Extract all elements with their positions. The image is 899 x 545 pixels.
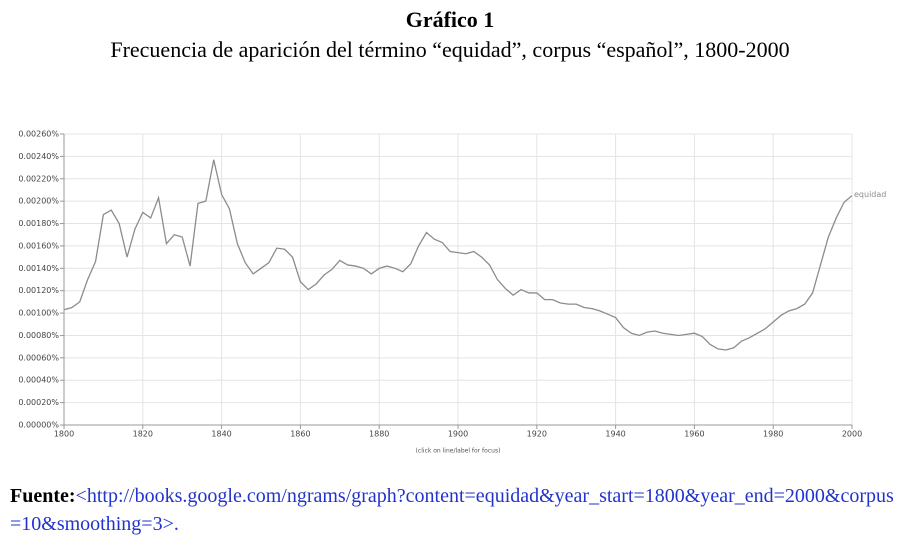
- x-tick-label: 1900: [448, 430, 468, 439]
- x-tick-label: 1920: [527, 430, 547, 439]
- series-line: [63, 159, 853, 351]
- series-label: equidad: [854, 190, 886, 199]
- y-tick-label: 0.00120%: [18, 286, 59, 295]
- y-tick-label: 0.00200%: [18, 197, 59, 206]
- y-tick-label: 0.00000%: [18, 421, 59, 430]
- y-tick-label: 0.00060%: [18, 353, 59, 362]
- y-tick-label: 0.00160%: [18, 241, 59, 250]
- y-tick-label: 0.00260%: [18, 130, 59, 139]
- y-tick-label: 0.00140%: [18, 264, 59, 273]
- y-tick-label: 0.00020%: [18, 398, 59, 407]
- note: (click on line/label for focus): [416, 448, 501, 455]
- x-tick-label: 1940: [605, 430, 625, 439]
- y-tick-label: 0.00180%: [18, 219, 59, 228]
- y-tick-label: 0.00040%: [18, 376, 59, 385]
- x-tick-label: 1820: [133, 430, 153, 439]
- y-tick-label: 0.00080%: [18, 331, 59, 340]
- chart: Gráfico 1 Frecuencia de aparición del té…: [18, 7, 886, 455]
- x-tick-label: 1860: [290, 430, 310, 439]
- x-tick-label: 1880: [369, 430, 389, 439]
- chart-title: Gráfico 1: [406, 7, 495, 32]
- x-tick-label: 2000: [842, 430, 862, 439]
- x-tick-label: 1800: [54, 430, 74, 439]
- y-tick-label: 0.00240%: [18, 152, 59, 161]
- x-tick-label: 1980: [763, 430, 783, 439]
- x-tick-label: 1840: [211, 430, 231, 439]
- chart-subtitle: Frecuencia de aparición del término “equ…: [110, 37, 789, 62]
- y-tick-label: 0.00100%: [18, 309, 59, 318]
- x-tick-label: 1960: [684, 430, 704, 439]
- source-label: Fuente:: [10, 485, 76, 507]
- source-url[interactable]: <http://books.google.com/ngrams/graph?co…: [10, 485, 894, 535]
- source: Fuente:<http://books.google.com/ngrams/g…: [10, 482, 894, 538]
- y-tick-label: 0.00220%: [18, 174, 59, 183]
